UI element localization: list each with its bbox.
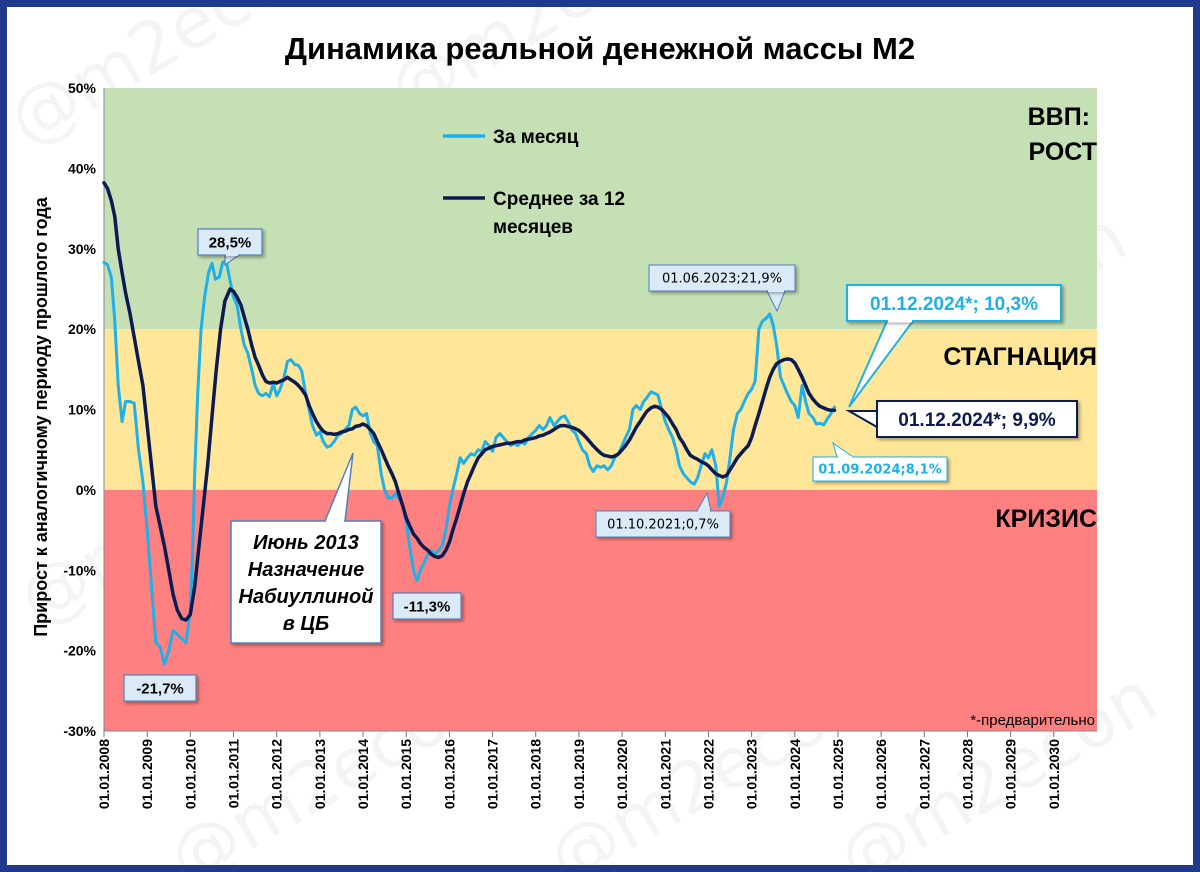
series-line-monthly <box>102 259 836 666</box>
chart-title: Динамика реальной денежной массы М2 <box>285 31 915 66</box>
x-tick-label: 01.01.2016 <box>441 739 457 809</box>
x-axis-ticks: 01.01.2008 01.01.2009 01.01.2010 01.01.2011… <box>96 739 1062 809</box>
annotation-text: -21,7% <box>136 680 184 697</box>
y-axis-label: Прирост к аналогичному периоду прошлого … <box>31 196 51 637</box>
legend-label-monthly: За месяц <box>493 127 579 148</box>
annotation-2: -11,3% <box>392 592 462 620</box>
x-tick-label: 01.01.2019 <box>571 739 587 809</box>
annotation-text: 28,5% <box>209 234 252 251</box>
y-tick-label: 40% <box>68 160 97 176</box>
chart-svg: @m2econ @m2econ @m2econ @m2econ @m2econ … <box>7 7 1170 865</box>
x-tick-label: 01.01.2021 <box>657 739 673 809</box>
annotation-box <box>230 520 382 644</box>
x-tick-label: 01.01.2010 <box>182 739 198 809</box>
y-tick-label: 50% <box>68 80 97 96</box>
annotation-1: -21,7% <box>123 674 197 702</box>
annotation-5: 01.09.2024;8,1% <box>812 441 948 482</box>
annotation-0: 28,5% <box>197 228 263 267</box>
footnote: *-предварительно <box>970 712 1095 729</box>
x-tick-label: 01.01.2025 <box>830 739 846 809</box>
x-tick-label: 01.01.2020 <box>614 739 630 809</box>
series-line-average <box>102 181 837 622</box>
annotation-box <box>197 228 263 256</box>
annotation-box <box>876 400 1078 438</box>
x-tick-label: 01.01.2012 <box>269 739 285 809</box>
annotation-text-line: в ЦБ <box>283 613 329 635</box>
x-tick-label: 01.01.2018 <box>528 739 544 809</box>
annotation-3: 01.06.2023;21,9% <box>648 264 796 313</box>
annotation-box <box>123 674 197 702</box>
annotation-6: 01.12.2024*; 10,3% <box>846 284 1062 408</box>
annotation-text-line: Набиуллиной <box>239 586 374 608</box>
x-tick-label: 01.01.2014 <box>355 739 371 809</box>
legend: За месяц Среднее за 12 месяцев <box>443 127 625 238</box>
x-tick-label: 01.01.2023 <box>744 739 760 809</box>
annotation-text-line: Назначение <box>248 559 364 581</box>
chart-frame: @m2econ @m2econ @m2econ @m2econ @m2econ … <box>7 7 1193 865</box>
series-layer <box>102 181 837 666</box>
y-tick-label: -30% <box>63 723 96 739</box>
y-tick-label: 0% <box>76 482 97 498</box>
y-tick-label: -20% <box>63 643 96 659</box>
annotation-text: -11,3% <box>404 598 451 615</box>
y-tick-label: 30% <box>68 241 97 257</box>
y-tick-label: 10% <box>68 402 97 418</box>
zone-label-growth-line1: ВВП: <box>1028 103 1090 131</box>
annotation-box <box>392 592 462 620</box>
annotation-text: 01.06.2023;21,9% <box>662 272 782 287</box>
annotation-text: 01.12.2024*; 9,9% <box>898 410 1056 431</box>
zone-label-crisis: КРИЗИС <box>995 505 1097 533</box>
legend-label-average-line2: месяцев <box>493 217 573 238</box>
x-tick-label: 01.01.2028 <box>959 739 975 809</box>
x-tick-label: 01.01.2009 <box>139 739 155 809</box>
legend-label-average-line1: Среднее за 12 <box>493 189 625 210</box>
annotation-7: 01.12.2024*; 9,9% <box>845 400 1078 438</box>
annotations-layer: 28,5% -21,7% -11,3% 01.06.2023;21,9% 01.10.2… <box>123 228 1078 702</box>
x-tick-label: 01.01.2008 <box>96 739 112 809</box>
annotation-8: Июнь 2013 Назначение Набиуллиной в ЦБ <box>230 452 382 644</box>
annotation-box <box>595 510 731 538</box>
annotation-text: 01.12.2024*; 10,3% <box>870 294 1038 315</box>
zone-label-growth-line2: РОСТ <box>1029 138 1098 166</box>
y-axis-ticks: 50% 40% 30% 20% 10% 0% -10% -20% -30% <box>63 80 96 739</box>
x-tick-label: 01.01.2029 <box>1003 739 1019 809</box>
annotation-text: 01.09.2024;8,1% <box>818 463 942 478</box>
x-tick-label: 01.01.2015 <box>398 739 414 809</box>
grid-layer <box>103 88 1097 737</box>
x-tick-label: 01.01.2017 <box>485 739 501 809</box>
x-tick-label: 01.01.2030 <box>1046 739 1062 809</box>
annotation-text: 01.10.2021;0,7% <box>607 518 719 533</box>
x-tick-label: 01.01.2026 <box>873 739 889 809</box>
annotation-box <box>846 284 1062 322</box>
x-tick-label: 01.01.2011 <box>226 739 242 809</box>
annotation-text-line: Июнь 2013 <box>253 532 359 554</box>
x-tick-label: 01.01.2024 <box>787 739 803 809</box>
y-tick-label: -10% <box>63 562 96 578</box>
x-tick-label: 01.01.2027 <box>916 739 932 809</box>
annotation-box <box>812 456 948 482</box>
annotation-4: 01.10.2021;0,7% <box>595 491 731 538</box>
y-tick-label: 20% <box>68 321 97 337</box>
x-tick-label: 01.01.2013 <box>312 739 328 809</box>
x-tick-label: 01.01.2022 <box>700 739 716 809</box>
zone-label-stagnation: СТАГНАЦИЯ <box>943 343 1097 371</box>
annotation-box <box>648 264 796 292</box>
